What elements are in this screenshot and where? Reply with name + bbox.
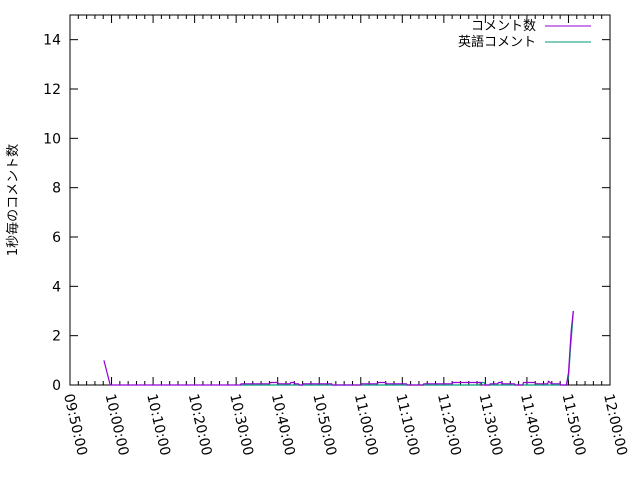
x-tick-label: 10:00:00 (102, 392, 132, 457)
x-tick-label: 11:40:00 (517, 392, 547, 457)
x-tick-label: 11:10:00 (392, 392, 422, 457)
series-line-0 (103, 310, 574, 386)
series-line-1 (240, 310, 574, 386)
x-tick-label: 10:50:00 (309, 392, 339, 457)
y-tick-label: 14 (43, 33, 61, 49)
plot-border (69, 14, 611, 386)
y-tick-label: 10 (43, 131, 61, 147)
x-tick-label: 11:20:00 (434, 392, 464, 457)
legend-label-1: 英語コメント (458, 34, 536, 50)
y-tick-label: 8 (52, 181, 61, 197)
legend-label-0: コメント数 (471, 19, 536, 34)
x-tick-label: 11:50:00 (559, 392, 589, 457)
x-tick-label: 10:30:00 (226, 392, 256, 457)
x-tick-label: 11:00:00 (351, 392, 381, 457)
x-tick-label: 10:20:00 (185, 392, 215, 457)
y-tick-label: 6 (52, 230, 61, 246)
legend: コメント数 英語コメント (458, 19, 591, 50)
x-tick-label: 12:00:00 (600, 392, 630, 457)
x-tick-label: 10:10:00 (143, 392, 173, 457)
x-tick-label: 10:40:00 (268, 392, 298, 457)
x-tick-label: 09:50:00 (60, 392, 90, 457)
x-tick-label: 11:30:00 (475, 392, 505, 457)
y-tick-label: 12 (43, 82, 61, 98)
y-tick-label: 2 (52, 329, 61, 345)
y-tick-label: 4 (52, 279, 61, 295)
y-tick-label: 0 (52, 378, 61, 394)
y-axis-label: 1秒毎のコメント数 (5, 144, 21, 256)
